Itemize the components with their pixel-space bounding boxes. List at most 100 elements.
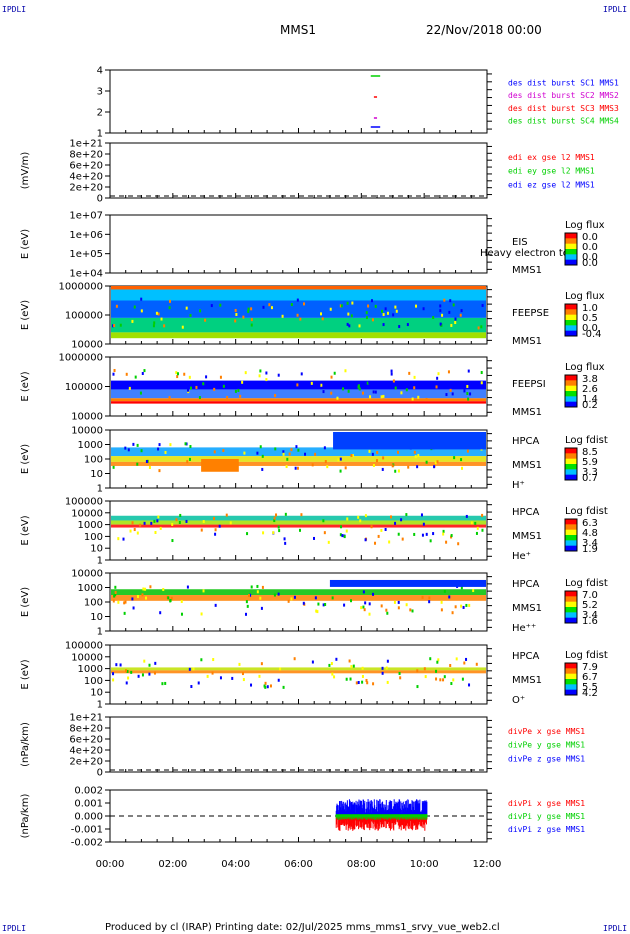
- spectrogram-speckle: [428, 600, 431, 604]
- spectrogram-speckle: [256, 584, 259, 588]
- spectrogram-speckle: [368, 602, 371, 606]
- spectrogram-speckle: [371, 318, 374, 322]
- y-axis-label: (nPa/km): [20, 794, 31, 839]
- spectrogram-speckle: [480, 371, 483, 375]
- spectrogram-speckle: [168, 396, 171, 400]
- spectrogram-speckle: [314, 452, 317, 456]
- spectrogram-speckle: [117, 537, 120, 541]
- spectrogram-speckle: [143, 369, 146, 373]
- spectrogram-speckle: [333, 371, 336, 375]
- footer-text: Produced by cl (IRAP) Printing date: 02/…: [105, 922, 500, 933]
- spectrogram-speckle: [199, 309, 202, 313]
- spectrogram-speckle: [282, 450, 285, 454]
- spectrogram-speckle: [241, 380, 244, 384]
- spectrogram-speckle: [313, 536, 316, 540]
- spectrogram-speckle: [472, 589, 475, 593]
- spectrogram-speckle: [244, 612, 247, 616]
- spectrogram-speckle: [124, 600, 127, 604]
- spectrogram-speckle: [413, 450, 416, 454]
- colorbar-segment: [565, 524, 577, 531]
- y-tick-label: 8e+20: [69, 150, 103, 161]
- spectrogram-speckle: [443, 589, 446, 593]
- y-tick-label: 0: [97, 768, 103, 779]
- spectrogram-speckle: [213, 387, 216, 391]
- spectrogram-speckle: [259, 445, 262, 449]
- y-axis-label: E (eV): [20, 659, 31, 689]
- instrument-label: H⁺: [512, 480, 525, 491]
- spectrogram-speckle: [386, 611, 389, 615]
- panel-eis: 1e+07 1e+06 1e+05 1e+04 E (eV) EIS MMS1 Heavy e…: [20, 211, 605, 280]
- spectrogram-speckle: [329, 307, 332, 311]
- spectrogram-speckle: [390, 515, 393, 519]
- spectrogram-speckle: [345, 529, 348, 533]
- colorbar-tick-label: 5.2: [582, 600, 598, 611]
- spectrogram-speckle: [416, 465, 419, 469]
- spectrogram-speckle: [341, 534, 344, 538]
- colorbar-tick-label: 0.2: [582, 400, 598, 411]
- spectrogram-speckle: [168, 299, 171, 303]
- spectrogram-speckle: [128, 386, 131, 390]
- spectrogram-speckle: [364, 601, 367, 605]
- spectrogram-speckle: [264, 681, 267, 685]
- spectrogram-speckle: [296, 383, 299, 387]
- colorbar-segment: [565, 591, 577, 597]
- x-tick-label: 10:00: [410, 859, 439, 870]
- spectrogram-speckle: [449, 664, 452, 668]
- spectrogram-speckle: [372, 592, 375, 596]
- spectrogram-speckle: [214, 603, 217, 607]
- spectrogram-band: [111, 332, 486, 339]
- spectrogram-speckle: [400, 391, 403, 395]
- spectrogram-speckle: [318, 382, 321, 386]
- spectrogram-speckle: [393, 600, 396, 604]
- colorbar-tick-label: -0.4: [582, 329, 602, 340]
- spectrogram-speckle: [195, 385, 198, 389]
- spectrogram-speckle: [350, 453, 353, 457]
- spectrogram-speckle: [141, 371, 144, 375]
- spectrogram-speckle: [189, 386, 192, 390]
- spectrogram-speckle: [284, 541, 287, 545]
- spectrogram-speckle: [270, 306, 273, 310]
- spectrogram-speckle: [186, 460, 189, 464]
- spectrogram-speckle: [350, 314, 353, 318]
- spectrogram-speckle: [372, 390, 375, 394]
- spectrogram-speckle: [352, 664, 355, 668]
- spectrogram-speckle: [247, 307, 250, 311]
- spectrogram-speckle: [269, 684, 272, 688]
- spectrogram-speckle: [461, 677, 464, 681]
- spectrogram-speckle: [435, 677, 438, 681]
- colorbar-segment: [565, 464, 577, 470]
- legend-entry: edi ez gse l2 MMS1: [508, 180, 595, 189]
- y-tick-label: 1e+04: [69, 269, 103, 280]
- colorbar-segment: [565, 458, 577, 465]
- spectrogram-speckle: [239, 394, 242, 398]
- y-tick-label: 10: [90, 469, 103, 480]
- spectrogram-speckle: [339, 469, 342, 473]
- spectrogram-speckle: [406, 323, 409, 327]
- spectrogram-speckle: [322, 603, 325, 607]
- colorbar-tick-label: 6.3: [582, 518, 598, 529]
- header-datetime: 22/Nov/2018 00:00: [426, 23, 542, 37]
- spectrogram-speckle: [284, 512, 287, 516]
- spectrogram-speckle: [140, 309, 143, 313]
- spectrogram-speckle: [204, 318, 207, 322]
- spectrogram-speckle: [364, 514, 367, 518]
- spectrogram-band: [111, 289, 486, 301]
- spectrogram-speckle: [392, 313, 395, 317]
- spectrogram-band: [111, 380, 486, 390]
- spectrogram-speckle: [358, 324, 361, 328]
- colorbar-segment: [565, 535, 577, 541]
- spectrogram-speckle: [287, 599, 290, 603]
- spectrogram-speckle: [131, 319, 134, 323]
- spectrogram-band: [111, 595, 486, 601]
- spectrogram-speckle: [297, 448, 300, 452]
- spectrogram-speckle: [411, 609, 414, 613]
- spectrogram-speckle: [357, 681, 360, 685]
- spectrogram-speckle: [394, 521, 397, 525]
- instrument-label: MMS1: [512, 531, 542, 542]
- spectrogram-speckle: [259, 369, 262, 373]
- spectrogram-speckle: [153, 671, 156, 675]
- spectrogram-speckle: [300, 372, 303, 376]
- spectrogram-band: [111, 524, 486, 528]
- colorbar-tick-label: 6.7: [582, 672, 598, 683]
